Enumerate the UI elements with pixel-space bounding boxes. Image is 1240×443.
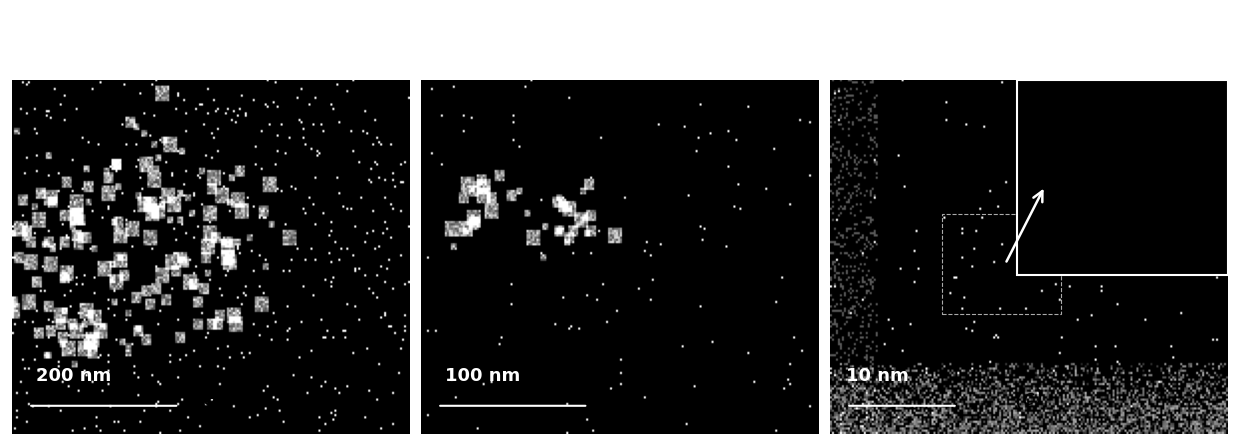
Text: 200 nm: 200 nm xyxy=(36,366,112,385)
Text: (a): (a) xyxy=(196,389,227,409)
Text: 100 nm: 100 nm xyxy=(445,366,521,385)
Bar xyxy=(1017,80,1228,275)
Text: 10 nm: 10 nm xyxy=(847,366,909,385)
Text: (c): (c) xyxy=(1014,389,1044,409)
Text: (b): (b) xyxy=(604,389,636,409)
Bar xyxy=(941,214,1060,314)
